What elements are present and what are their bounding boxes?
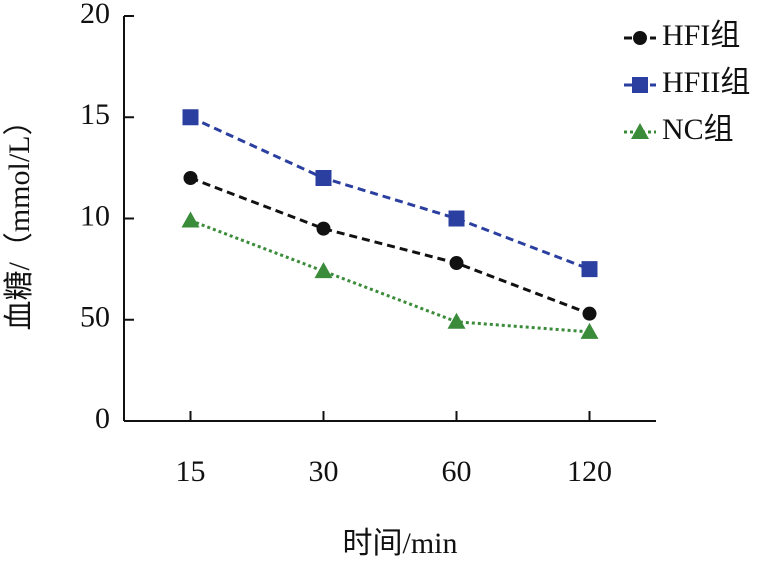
marker — [449, 256, 464, 271]
y-tick-label: 15 — [80, 98, 110, 131]
y-tick-label: 0 — [95, 402, 110, 435]
marker — [182, 109, 199, 126]
x-tick-label: 30 — [309, 455, 339, 488]
marker — [582, 306, 597, 321]
x-tick-label: 60 — [442, 455, 472, 488]
marker — [315, 170, 332, 186]
legend-label: HFII组 — [662, 66, 750, 99]
x-axis-label: 时间/min — [342, 527, 457, 560]
marker — [183, 171, 198, 185]
marker — [447, 312, 466, 329]
legend-label: HFI组 — [662, 19, 740, 52]
legend-label: NC组 — [662, 113, 734, 146]
y-tick-label: 10 — [80, 199, 110, 232]
marker — [448, 210, 465, 227]
y-tick-label: 20 — [80, 0, 110, 30]
marker — [580, 322, 599, 339]
legend-marker — [632, 77, 648, 93]
marker — [314, 262, 333, 279]
x-tick-label: 15 — [176, 455, 206, 488]
x-tick-label: 120 — [567, 455, 612, 488]
y-axis-label: 血糖/（mmol/L） — [3, 106, 36, 331]
legend-marker — [631, 123, 649, 139]
y-tick-label: 50 — [80, 301, 110, 334]
series-line — [189, 219, 590, 334]
series-line — [189, 115, 591, 271]
marker — [316, 221, 331, 236]
marker — [181, 211, 200, 228]
marker — [581, 261, 598, 278]
series-line — [189, 176, 591, 316]
legend-marker — [633, 31, 647, 45]
